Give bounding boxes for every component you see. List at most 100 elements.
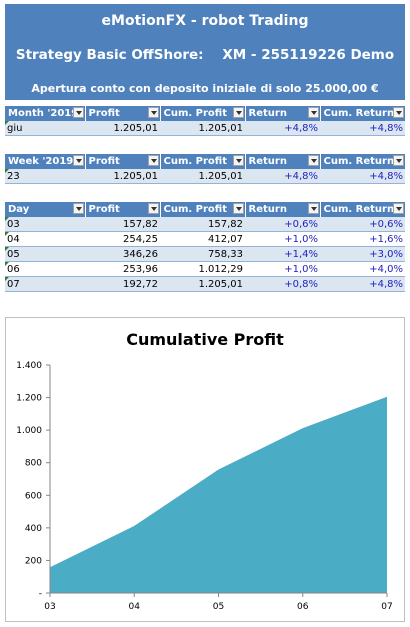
cell-return[interactable]: +1,0% (245, 261, 320, 277)
cell-label[interactable]: 05 (5, 246, 85, 262)
cell-cum-profit[interactable]: 157,82 (160, 217, 245, 232)
y-tick-label: 400 (25, 524, 42, 534)
column-header-cum-profit[interactable]: Cum. Profit (160, 106, 246, 121)
cell-cum-profit[interactable]: 412,07 (160, 231, 245, 247)
column-header-return[interactable]: Return (245, 106, 321, 121)
x-tick-label: 05 (213, 602, 224, 612)
cell-value: 254,25 (123, 233, 158, 245)
cell-cum-profit[interactable]: 1.205,01 (160, 121, 245, 136)
column-header-label[interactable]: Month '2019 (5, 106, 86, 121)
column-header-profit[interactable]: Profit (85, 202, 161, 217)
cell-cum-profit[interactable]: 758,33 (160, 246, 245, 262)
cell-cum-profit[interactable]: 1.205,01 (160, 276, 245, 292)
y-tick-label: 800 (25, 459, 42, 469)
cell-cum-profit[interactable]: 1.205,01 (160, 169, 245, 184)
cell-profit[interactable]: 1.205,01 (85, 169, 160, 184)
filter-dropdown-icon[interactable] (307, 107, 319, 118)
filter-dropdown-icon[interactable] (232, 107, 244, 118)
chart-title: Cumulative Profit (126, 330, 284, 349)
filter-dropdown-icon[interactable] (147, 203, 159, 214)
column-header-cum-profit[interactable]: Cum. Profit (160, 202, 246, 217)
cell-profit[interactable]: 346,26 (85, 246, 160, 262)
filter-dropdown-icon[interactable] (307, 203, 319, 214)
cell-profit[interactable]: 192,72 (85, 276, 160, 292)
column-header-return[interactable]: Return (245, 202, 321, 217)
cell-return[interactable]: +1,4% (245, 246, 320, 262)
cell-profit[interactable]: 1.205,01 (85, 121, 160, 136)
table-row[interactable]: 23 1.205,01 1.205,01 +4,8% +4,8% (5, 169, 405, 184)
table-row[interactable]: 05 346,26 758,33 +1,4% +3,0% (5, 246, 405, 262)
column-header-cum-profit[interactable]: Cum. Profit (160, 154, 246, 169)
cell-cum-return[interactable]: +4,8% (320, 169, 405, 184)
y-tick-label: - (39, 589, 42, 599)
report-header: eMotionFX - robot Trading Strategy Basic… (5, 4, 405, 100)
cell-label[interactable]: 03 (5, 217, 85, 232)
cell-value: 192,72 (123, 278, 158, 290)
x-tick-label: 07 (381, 602, 392, 612)
cell-cum-return[interactable]: +4,0% (320, 261, 405, 277)
cell-return[interactable]: +0,6% (245, 217, 320, 232)
cell-value: 346,26 (123, 248, 158, 260)
cell-label[interactable]: giu (5, 121, 85, 136)
filter-dropdown-icon[interactable] (147, 107, 159, 118)
cell-return[interactable]: +1,0% (245, 231, 320, 247)
week-table: Week '2019 Profit Cum. Profit Return Cum. Re… (5, 154, 406, 184)
column-header-cum-return[interactable]: Cum. Return (320, 202, 406, 217)
column-header-label: Cum. Return (323, 108, 395, 119)
filter-dropdown-icon[interactable] (392, 107, 404, 118)
cell-value: +1,0% (284, 233, 318, 245)
column-header-return[interactable]: Return (245, 154, 321, 169)
column-header-label: Month '2019 (8, 108, 79, 119)
column-header-cum-return[interactable]: Cum. Return (320, 106, 406, 121)
filter-dropdown-icon[interactable] (232, 155, 244, 166)
cell-cum-return[interactable]: +1,6% (320, 231, 405, 247)
cell-cum-return[interactable]: +4,8% (320, 121, 405, 136)
cell-profit[interactable]: 157,82 (85, 217, 160, 232)
cell-label[interactable]: 06 (5, 261, 85, 277)
cell-value: 758,33 (208, 248, 243, 260)
column-header-label: Profit (88, 108, 120, 119)
cell-cum-return[interactable]: +3,0% (320, 246, 405, 262)
cell-profit[interactable]: 253,96 (85, 261, 160, 277)
cell-value: +4,8% (369, 122, 403, 134)
deposit-note: Apertura conto con deposito iniziale di … (31, 82, 379, 95)
cell-label[interactable]: 23 (5, 169, 85, 184)
filter-dropdown-icon[interactable] (392, 203, 404, 214)
filter-dropdown-icon[interactable] (392, 155, 404, 166)
column-header-label: Cum. Return (323, 156, 395, 167)
filter-dropdown-icon[interactable] (72, 155, 84, 166)
cell-value: 04 (7, 233, 20, 245)
cell-value: +0,8% (284, 278, 318, 290)
filter-dropdown-icon[interactable] (232, 203, 244, 214)
column-header-cum-return[interactable]: Cum. Return (320, 154, 406, 169)
cell-profit[interactable]: 254,25 (85, 231, 160, 247)
column-header-label[interactable]: Week '2019 (5, 154, 86, 169)
column-header-label[interactable]: Day (5, 202, 86, 217)
cell-cum-profit[interactable]: 1.012,29 (160, 261, 245, 277)
series-area[interactable] (50, 396, 387, 593)
cumulative-profit-chart[interactable]: Cumulative Profit - 200 400 600 800 1.000 1.20… (5, 317, 405, 622)
cell-return[interactable]: +4,8% (245, 169, 320, 184)
cell-indicator-icon (5, 262, 9, 266)
filter-dropdown-icon[interactable] (147, 155, 159, 166)
column-header-label: Profit (88, 156, 120, 167)
cell-label[interactable]: 07 (5, 276, 85, 292)
filter-dropdown-icon[interactable] (72, 203, 84, 214)
column-header-label: Return (248, 108, 287, 119)
table-row[interactable]: 06 253,96 1.012,29 +1,0% +4,0% (5, 261, 405, 277)
table-row[interactable]: giu 1.205,01 1.205,01 +4,8% +4,8% (5, 121, 405, 136)
month-table: Month '2019 Profit Cum. Profit Return Cum. R… (5, 106, 406, 136)
table-row[interactable]: 04 254,25 412,07 +1,0% +1,6% (5, 231, 405, 247)
column-header-profit[interactable]: Profit (85, 154, 161, 169)
cell-return[interactable]: +4,8% (245, 121, 320, 136)
column-header-profit[interactable]: Profit (85, 106, 161, 121)
table-row[interactable]: 07 192,72 1.205,01 +0,8% +4,8% (5, 276, 405, 292)
table-row[interactable]: 03 157,82 157,82 +0,6% +0,6% (5, 217, 405, 232)
cell-return[interactable]: +0,8% (245, 276, 320, 292)
column-header-label: Week '2019 (8, 156, 74, 167)
cell-label[interactable]: 04 (5, 231, 85, 247)
filter-dropdown-icon[interactable] (72, 107, 84, 118)
cell-cum-return[interactable]: +0,6% (320, 217, 405, 232)
cell-cum-return[interactable]: +4,8% (320, 276, 405, 292)
filter-dropdown-icon[interactable] (307, 155, 319, 166)
